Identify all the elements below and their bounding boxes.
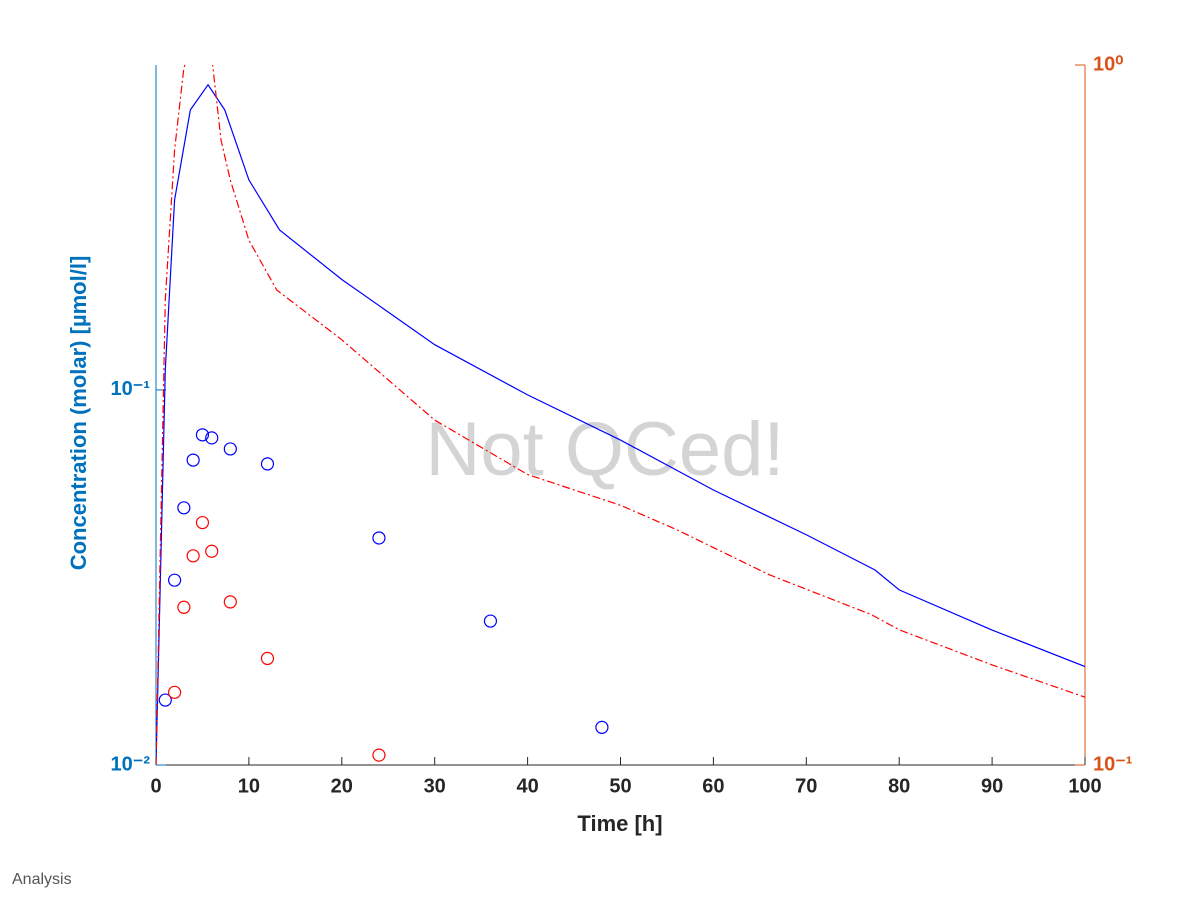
data-point: [186, 453, 200, 467]
data-point: [167, 573, 182, 587]
data-point: [260, 651, 275, 665]
data-point: [372, 531, 386, 545]
watermark: Not QCed!: [425, 407, 784, 492]
data-point: [205, 544, 219, 558]
data-point: [177, 501, 191, 515]
data-point: [595, 720, 609, 734]
x-tick-label: 90: [981, 775, 1003, 797]
series-line: [156, 65, 1085, 765]
y-tick-label: 10⁻²: [111, 753, 151, 775]
x-tick-label: 20: [331, 775, 353, 797]
y2-tick-label: 10⁰: [1093, 53, 1123, 75]
footer: Analysis: [12, 871, 72, 888]
data-point: [205, 431, 219, 445]
x-tick-label: 10: [238, 775, 260, 797]
y-axis-label: Concentration (molar) [µmol/l]: [66, 256, 91, 571]
x-tick-label: 40: [516, 775, 538, 797]
x-tick-label: 70: [795, 775, 817, 797]
data-point: [260, 457, 275, 471]
x-tick-label: 100: [1068, 775, 1101, 797]
y-tick-label: 10⁻¹: [111, 378, 151, 400]
data-point: [223, 595, 237, 609]
data-point: [195, 515, 210, 530]
x-tick-label: 0: [150, 775, 161, 797]
plot-area: [156, 65, 1085, 765]
x-tick-label: 30: [424, 775, 446, 797]
x-tick-label: 80: [888, 775, 910, 797]
x-tick-label: 60: [702, 775, 724, 797]
data-point: [186, 549, 200, 563]
data-point: [372, 748, 386, 762]
data-point: [195, 428, 210, 442]
x-axis-label: Time [h]: [577, 811, 662, 836]
series-line: [156, 83, 1085, 765]
data-point: [483, 614, 498, 628]
data-point: [177, 600, 191, 614]
x-tick-label: 50: [609, 775, 631, 797]
y2-tick-label: 10⁻¹: [1093, 753, 1133, 775]
data-point: [167, 685, 182, 699]
data-point: [223, 442, 237, 456]
data-point: [158, 693, 172, 707]
